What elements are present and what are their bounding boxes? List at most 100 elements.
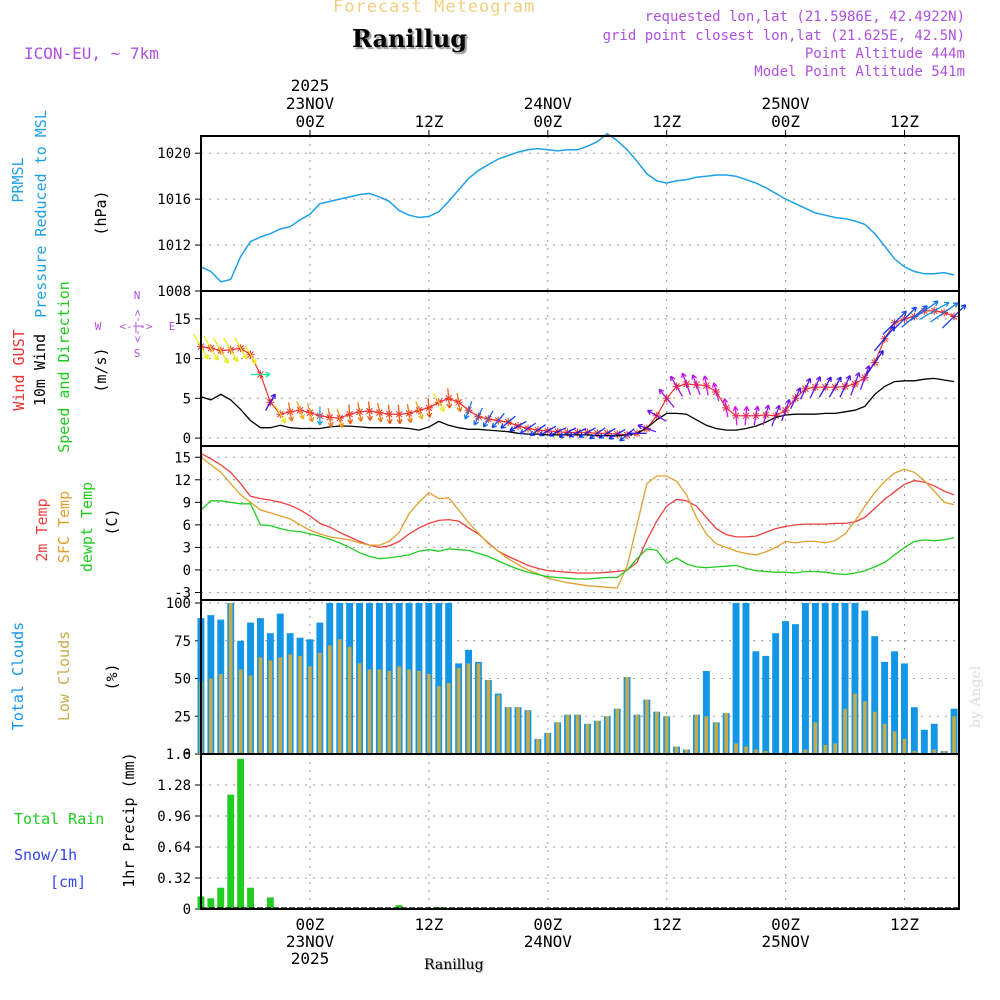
low-cloud-bar <box>446 683 451 754</box>
wind-direction-arrow <box>839 374 852 398</box>
total-cloud-bar <box>811 603 819 754</box>
top-time-label: 12Z <box>414 112 443 131</box>
wind-direction-arrow <box>762 404 771 426</box>
ytick-label: 1020 <box>157 146 191 162</box>
low-cloud-bar <box>437 686 441 754</box>
top-time-label: 00Z <box>296 112 325 131</box>
rain-bar <box>395 905 403 909</box>
total-cloud-bar <box>831 603 839 754</box>
ytick-label: 0.64 <box>157 840 191 856</box>
total-cloud-bar <box>851 603 859 754</box>
low-cloud-bar <box>387 671 392 754</box>
cloud-unit: (%) <box>103 663 121 690</box>
low-cloud-bar <box>843 708 847 754</box>
wind-direction-arrow <box>316 406 323 426</box>
panel-precip-frame <box>200 753 960 910</box>
top-time-label: 2025 <box>291 76 330 95</box>
rain-bar <box>237 758 245 909</box>
wind-direction-arrow <box>406 403 413 424</box>
wind-direction-arrow <box>598 428 616 439</box>
low-cloud-bar <box>694 714 699 754</box>
low-cloud-bar <box>347 646 352 754</box>
ytick-label: 0 <box>183 431 191 447</box>
wind-direction-arrow <box>529 424 546 437</box>
low-cloud-bar <box>407 669 411 754</box>
wind-direction-arrow <box>396 404 403 425</box>
wind-direction-label: Speed and Direction <box>55 281 73 453</box>
wind-direction-arrow <box>265 393 276 411</box>
snow-unit-label: [cm] <box>50 873 86 891</box>
wind-gust-label: Wind GUST <box>10 329 28 410</box>
point-altitude: Point Altitude 444m <box>804 46 965 62</box>
low-cloud-bar <box>605 716 610 754</box>
ytick-label: 75 <box>174 634 191 650</box>
total-cloud-bar <box>792 624 799 754</box>
wind-direction-arrow <box>357 402 364 422</box>
wind-direction-arrow <box>250 371 271 378</box>
total-cloud-bar <box>762 655 770 754</box>
low-cloud-bar <box>506 707 510 754</box>
wind-rose-w: W <box>95 320 102 333</box>
pressure-label-prmsl: PRMSL <box>9 157 27 202</box>
low-cloud-bar <box>357 663 362 754</box>
wind-direction-arrow <box>589 427 606 440</box>
wind-direction-arrow <box>865 350 884 375</box>
wind-direction-arrow <box>519 422 537 435</box>
low-cloud-bar <box>248 675 253 754</box>
wind-direction-arrow <box>203 335 219 361</box>
wind-rose-s: S <box>134 347 141 360</box>
low-cloud-bar <box>427 674 431 754</box>
ytick-label: 6 <box>183 518 191 534</box>
low-cloud-bar <box>546 732 550 754</box>
ytick-label: 10 <box>174 352 191 368</box>
low-cloud-bar <box>833 743 837 754</box>
rain-bar <box>207 898 215 909</box>
wind-direction-arrow <box>274 405 286 424</box>
wind-direction-arrow <box>637 423 657 433</box>
ytick-label: 0 <box>183 902 191 918</box>
bottom-time-label: 12Z <box>890 915 919 934</box>
sfc-temp-line <box>200 456 955 589</box>
wind-direction-arrow <box>910 300 939 322</box>
low-cloud-bar <box>714 722 719 754</box>
wind-direction-arrow <box>327 407 334 428</box>
wind-direction-arrow <box>882 310 907 335</box>
precip-unit: 1hr Precip (mm) <box>120 752 138 887</box>
low-cloud-bar <box>684 749 689 754</box>
ytick-label: 9 <box>183 495 191 511</box>
bottom-time-label: 2025 <box>291 949 330 968</box>
low-cloud-bar <box>288 654 292 754</box>
top-time-label: 00Z <box>771 112 800 131</box>
wind-direction-arrow <box>426 398 433 418</box>
top-time-label: 00Z <box>533 112 562 131</box>
low-cloud-bar <box>655 711 659 754</box>
total-cloud-bar <box>920 729 928 754</box>
wind-direction-arrow <box>287 402 295 422</box>
total-cloud-bar <box>930 723 938 754</box>
low-cloud-bar <box>417 671 421 754</box>
wind-direction-arrow <box>482 410 494 428</box>
model-label: ICON-EU, ~ 7km <box>24 44 159 63</box>
wind-direction-arrow <box>463 401 473 420</box>
wind-rose-we-arrow: <-|-> <box>119 320 152 333</box>
low-cloud-bar <box>536 738 540 754</box>
low-cloud-bar <box>575 714 580 754</box>
low-cloud-bar <box>555 722 560 754</box>
wind-direction-arrow <box>722 398 729 418</box>
wind-direction-arrow <box>619 428 635 442</box>
total-cloud-bar <box>782 621 789 754</box>
wind-direction-arrow <box>702 375 709 396</box>
wind-direction-arrow <box>691 374 701 396</box>
total-cloud-bar <box>901 663 908 754</box>
ytick-label: 1008 <box>157 284 191 300</box>
low-cloud-bar <box>813 722 818 754</box>
dewpt-label: dewpt Temp <box>78 482 96 572</box>
top-time-label: 23NOV <box>286 94 335 113</box>
wind-direction-arrow <box>415 401 424 420</box>
low-cloud-bar <box>318 652 322 754</box>
bottom-time-label: 12Z <box>652 915 681 934</box>
wind-direction-arrow <box>919 301 950 320</box>
wind-direction-arrow <box>296 401 305 420</box>
low-cloud-bar <box>863 701 867 754</box>
